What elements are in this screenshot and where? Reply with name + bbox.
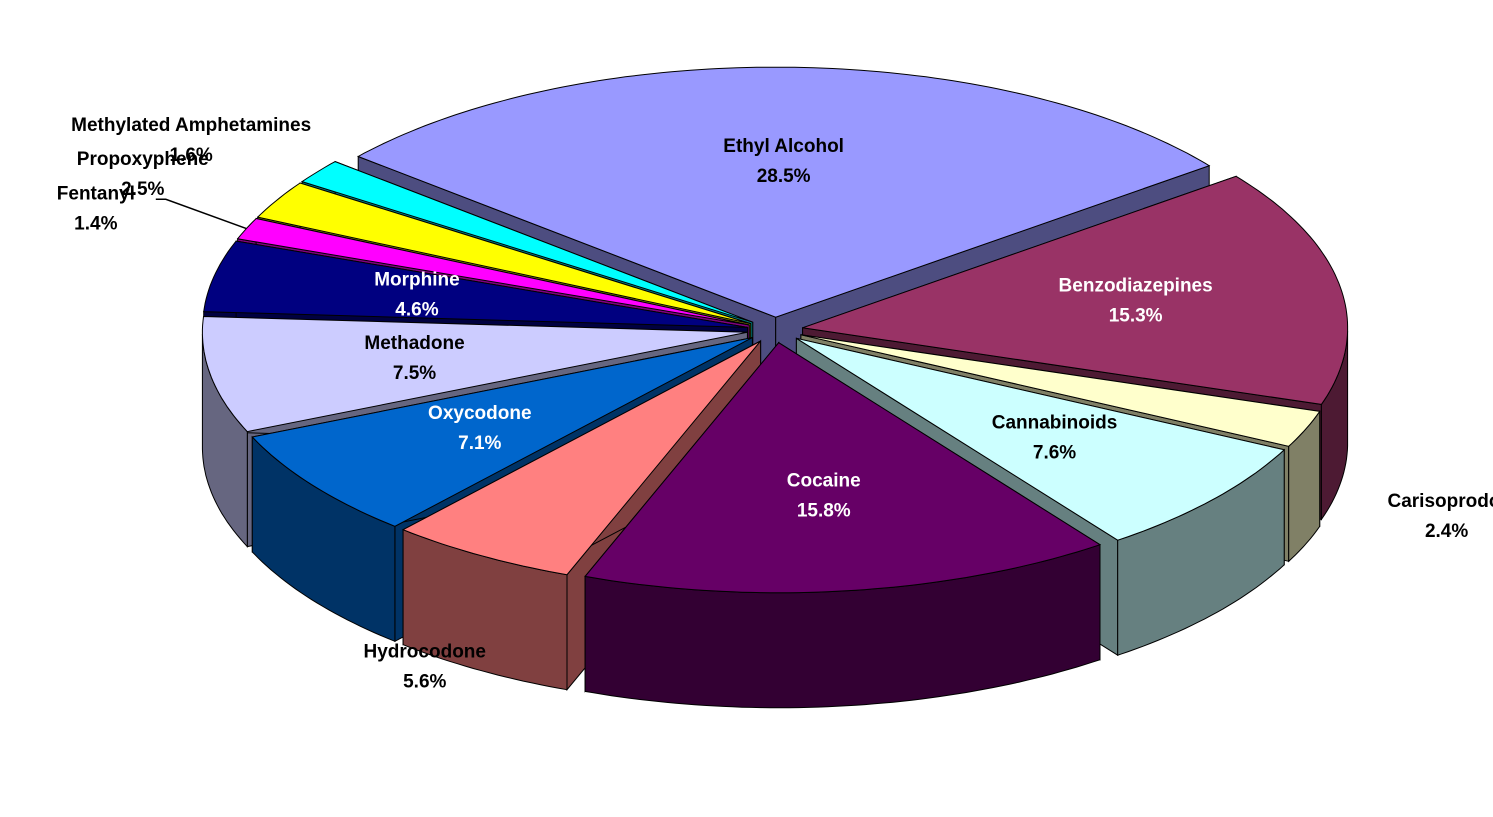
data-label: Benzodiazepines 15.3% [1059, 276, 1213, 327]
value-label: 1.6% [170, 145, 213, 166]
data-label: Carisoprodol 2.4% [1387, 491, 1493, 542]
value-label: 15.8% [797, 500, 851, 521]
slice [203, 240, 748, 328]
value-label: 4.6% [395, 299, 438, 320]
data-label: Ethyl Alcohol 28.5% [723, 136, 844, 187]
data-label: Oxycodone 7.1% [428, 403, 531, 454]
value-label: 2.4% [1425, 521, 1468, 542]
value-label: 7.1% [458, 433, 501, 454]
slice [236, 217, 750, 326]
value-label: 28.5% [757, 166, 811, 187]
category-label: Carisoprodol [1387, 491, 1493, 512]
data-label: Methylated Amphetamines 1.6% [71, 115, 311, 166]
category-label: Oxycodone [428, 403, 531, 424]
slice [800, 334, 1321, 447]
value-label: 15.3% [1109, 306, 1163, 327]
slice-tops [201, 66, 1349, 594]
slice [300, 161, 753, 323]
data-label: Cocaine 15.8% [787, 470, 861, 521]
category-label: Morphine [374, 269, 460, 290]
leader-line [155, 198, 247, 230]
category-label: Cannabinoids [992, 412, 1118, 433]
data-label: Propoxyphene 2.5% [77, 149, 209, 200]
value-label: 7.6% [1033, 442, 1076, 463]
data-label: Fentanyl 1.4% [57, 183, 135, 234]
category-label: Methylated Amphetamines [71, 115, 311, 136]
value-label: 1.4% [74, 213, 117, 234]
value-label: 2.5% [121, 179, 164, 200]
slice [802, 175, 1349, 405]
data-label: Cannabinoids 7.6% [992, 412, 1118, 463]
slice [401, 340, 761, 576]
data-label: Morphine 4.6% [374, 269, 460, 320]
slice [201, 315, 748, 433]
slice [357, 66, 1211, 318]
data-label: Hydrocodone 5.6% [364, 641, 486, 692]
slice [796, 337, 1286, 541]
slice [251, 337, 753, 527]
category-label: Methadone [364, 333, 464, 354]
category-label: Cocaine [787, 470, 861, 491]
category-label: Fentanyl [57, 183, 135, 204]
value-label: 7.5% [393, 363, 436, 384]
category-label: Benzodiazepines [1059, 276, 1213, 297]
category-label: Ethyl Alcohol [723, 136, 844, 157]
category-label: Propoxyphene [77, 149, 209, 170]
value-label: 5.6% [403, 671, 446, 692]
slice [256, 182, 751, 325]
data-label: Methadone 7.5% [364, 333, 464, 384]
category-label: Hydrocodone [364, 641, 486, 662]
slice [584, 342, 1102, 594]
